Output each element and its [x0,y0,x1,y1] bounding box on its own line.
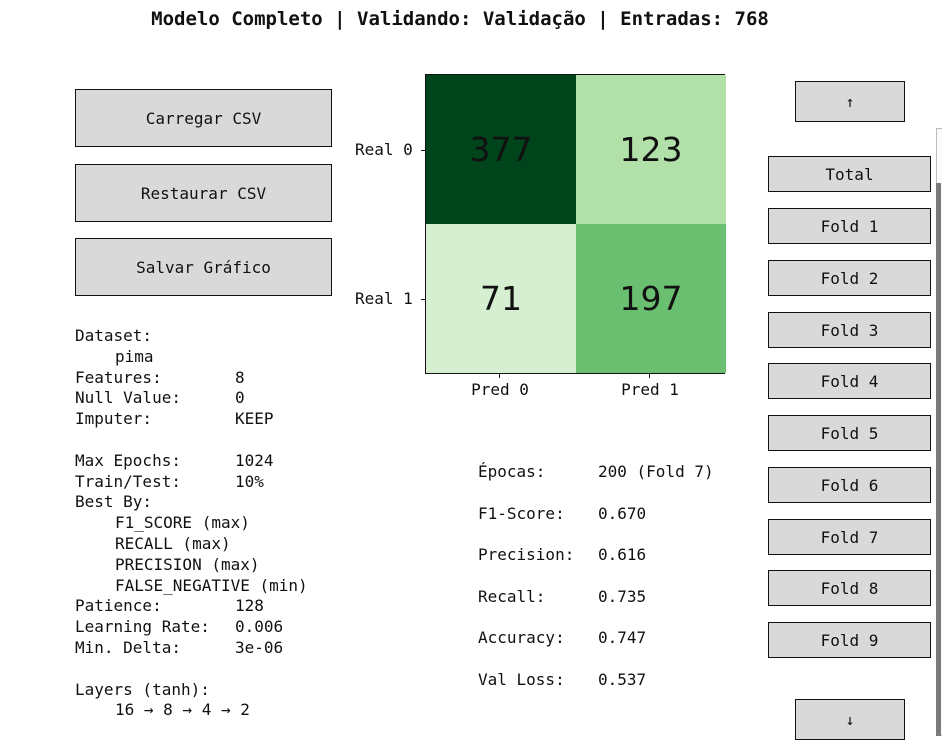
cm-col-tick [499,374,500,378]
cm-row-label-real-1: Real 1 [355,289,413,308]
cm-cell-0-1: 123 [576,75,726,224]
cm-col-label-pred-0: Pred 0 [471,380,529,399]
fold-button-5[interactable]: Fold 5 [768,415,931,451]
patience-value: 128 [235,596,264,616]
metric-label: Precision: [478,545,575,565]
fold-button-6[interactable]: Fold 6 [768,467,931,503]
max-epochs-value: 1024 [235,450,274,470]
cm-cell-1-0: 71 [426,224,576,373]
metrics-panel: Épocas: 200 (Fold 7) F1-Score: 0.670 Preci… [478,462,714,712]
load-csv-button[interactable]: Carregar CSV [75,89,332,147]
best-by-item: FALSE_NEGATIVE (min) [115,575,308,595]
metric-label: Épocas: [478,462,546,481]
fold-button-9[interactable]: Fold 9 [768,622,931,658]
metric-label: Val Loss: [478,669,565,689]
metric-label: F1-Score: [478,503,565,523]
min-delta-value: 3e-06 [235,637,284,657]
metric-label: Accuracy: [478,628,565,648]
null-value-value: 0 [235,388,245,408]
features-label: Features: [75,367,162,387]
learning-rate-label: Learning Rate: [75,617,210,637]
confusion-matrix: 377 123 71 197 [425,74,726,374]
fold-button-1[interactable]: Fold 1 [768,208,931,244]
save-chart-button[interactable]: Salvar Gráfico [75,238,332,296]
imputer-label: Imputer: [75,409,153,429]
train-test-value: 10% [235,471,264,491]
best-by-item: F1_SCORE (max) [115,513,250,533]
metric-value: 200 (Fold 7) [598,462,714,481]
cm-row-tick [421,299,425,300]
fold-button-3[interactable]: Fold 3 [768,312,931,348]
scroll-up-button[interactable]: ↑ [795,81,905,122]
cm-col-tick [649,374,650,378]
fold-button-total[interactable]: Total [768,156,931,192]
best-by-item: RECALL (max) [115,533,231,553]
metric-value: 0.616 [598,545,647,565]
metric-value: 0.747 [598,628,647,648]
train-test-label: Train/Test: [75,471,181,491]
fold-button-8[interactable]: Fold 8 [768,570,931,606]
metric-value: 0.537 [598,669,647,689]
cm-row-tick [421,150,425,151]
fold-list-scrollbar-thumb[interactable] [936,183,941,736]
dataset-value: pima [115,346,154,366]
features-value: 8 [235,367,245,387]
best-by-item: PRECISION (max) [115,554,260,574]
imputer-value: KEEP [235,409,274,429]
cm-col-label-pred-1: Pred 1 [621,380,679,399]
null-value-label: Null Value: [75,388,181,408]
learning-rate-value: 0.006 [235,617,284,637]
page-title: Modelo Completo | Validando: Validação |… [151,8,769,30]
dataset-label: Dataset: [75,326,153,345]
max-epochs-label: Max Epochs: [75,450,181,470]
cm-cell-0-0: 377 [426,75,576,224]
config-info-panel: Dataset: pima Features: 8 Null Value: 0 Im… [75,326,308,721]
layers-label: Layers (tanh): [75,679,210,699]
scroll-down-button[interactable]: ↓ [795,699,905,740]
patience-label: Patience: [75,596,162,616]
metric-label: Recall: [478,586,546,606]
min-delta-label: Min. Delta: [75,637,181,657]
fold-button-4[interactable]: Fold 4 [768,363,931,399]
layers-value: 16 → 8 → 4 → 2 [115,700,250,720]
fold-button-2[interactable]: Fold 2 [768,260,931,296]
metric-value: 0.670 [598,503,647,523]
restore-csv-button[interactable]: Restaurar CSV [75,164,332,222]
cm-cell-1-1: 197 [576,224,726,373]
cm-row-label-real-0: Real 0 [355,140,413,159]
fold-button-7[interactable]: Fold 7 [768,519,931,555]
metric-value: 0.735 [598,586,647,606]
best-by-label: Best By: [75,492,153,512]
